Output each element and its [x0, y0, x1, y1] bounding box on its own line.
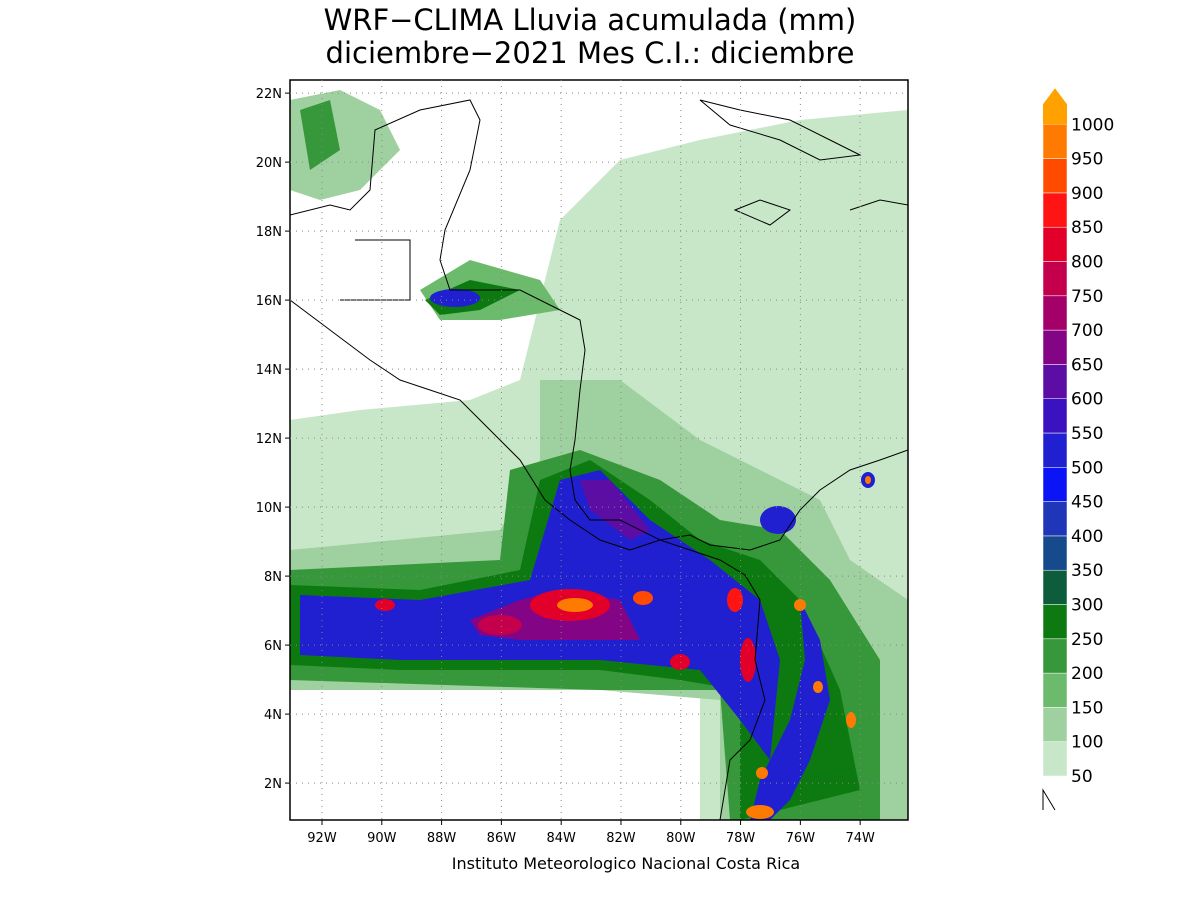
colorbar-swatch [1042, 398, 1068, 434]
lat-tick-label: 10N [256, 501, 282, 516]
colorbar-swatch [1042, 501, 1068, 537]
lon-tick-label: 84W [546, 831, 576, 846]
lon-tick-label: 78W [726, 831, 756, 846]
colorbar-swatch [1042, 226, 1068, 262]
lon-tick-label: 74W [845, 831, 875, 846]
colorbar-swatch [1042, 604, 1068, 640]
colorbar-label: 450 [1071, 493, 1103, 513]
colorbar-swatch [1042, 432, 1068, 468]
colorbar-swatch [1042, 329, 1068, 365]
colorbar-label: 500 [1071, 458, 1103, 478]
lon-tick-label: 88W [427, 831, 457, 846]
colorbar-label: 650 [1071, 355, 1103, 375]
lon-tick-label: 80W [666, 831, 696, 846]
colorbar-label: 950 [1071, 150, 1103, 170]
lon-tick-label: 86W [487, 831, 517, 846]
colorbar-label: 850 [1071, 218, 1103, 238]
colorbar-label: 1000 [1071, 115, 1114, 135]
map-frame [289, 79, 909, 821]
colorbar-low-end [1042, 788, 1056, 811]
colorbar-swatch [1042, 295, 1068, 331]
colorbar-swatch [1042, 672, 1068, 708]
colorbar-swatch [1042, 261, 1068, 297]
lon-tick-label: 82W [606, 831, 636, 846]
colorbar-arrow [1043, 88, 1067, 125]
colorbar-label: 700 [1071, 321, 1103, 341]
lat-tick-label: 2N [264, 777, 282, 792]
colorbar-swatch [1042, 741, 1068, 777]
colorbar-swatch [1042, 638, 1068, 674]
colorbar-label: 900 [1071, 184, 1103, 204]
lat-tick-label: 18N [256, 225, 282, 240]
colorbar-label: 150 [1071, 698, 1103, 718]
colorbar-label: 800 [1071, 253, 1103, 273]
title: WRF−CLIMA Lluvia acumulada (mm) [324, 3, 857, 37]
lon-tick-label: 90W [367, 831, 397, 846]
colorbar-label: 300 [1071, 596, 1103, 616]
colorbar-label: 50 [1071, 767, 1093, 787]
colorbar-swatch [1042, 124, 1068, 159]
lat-tick-label: 12N [256, 432, 282, 447]
colorbar-label: 350 [1071, 561, 1103, 581]
footer: Instituto Meteorologico Nacional Costa R… [452, 854, 800, 873]
colorbar-swatch [1042, 569, 1068, 605]
lat-tick-label: 16N [256, 294, 282, 309]
colorbar-swatch [1042, 158, 1068, 194]
lat-tick-label: 14N [256, 363, 282, 378]
colorbar-swatch [1042, 364, 1068, 399]
lat-tick-label: 4N [264, 708, 282, 723]
colorbar-swatch [1042, 192, 1068, 228]
colorbar-swatch [1042, 535, 1068, 571]
colorbar-label: 400 [1071, 527, 1103, 547]
colorbar-label: 600 [1071, 390, 1103, 410]
colorbar-label: 750 [1071, 287, 1103, 307]
lon-tick-label: 92W [307, 831, 337, 846]
colorbar-label: 200 [1071, 664, 1103, 684]
subtitle: diciembre−2021 Mes C.I.: diciembre [326, 36, 855, 70]
colorbar-label: 550 [1071, 424, 1103, 444]
colorbar-label: 100 [1071, 733, 1103, 753]
lon-tick-label: 76W [786, 831, 816, 846]
lat-tick-label: 8N [264, 570, 282, 585]
precip-field [290, 90, 908, 820]
colorbar-swatch [1042, 467, 1068, 502]
lat-tick-label: 6N [264, 639, 282, 654]
lat-tick-label: 22N [256, 87, 282, 102]
lat-tick-label: 20N [256, 156, 282, 171]
colorbar-swatch [1042, 707, 1068, 742]
colorbar-label: 250 [1071, 630, 1103, 650]
